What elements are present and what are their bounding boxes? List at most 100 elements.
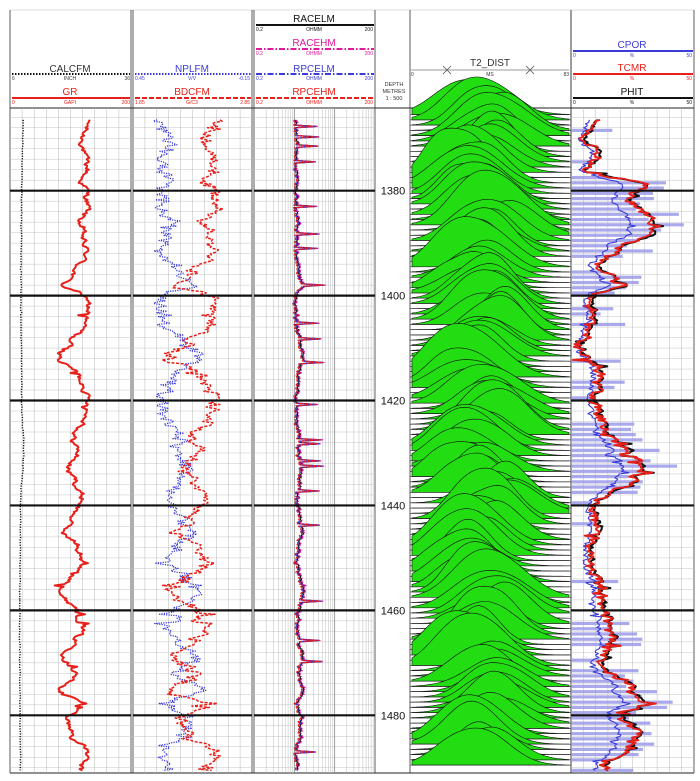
rpcehm-max: 200 <box>365 100 374 106</box>
track-grids <box>10 108 694 773</box>
bdcfm-label: BDCFM <box>174 87 210 98</box>
porosity-fill-bar <box>572 705 668 710</box>
porosity-fill-bar <box>572 270 602 274</box>
porosity-fill-bar <box>572 474 629 479</box>
nplfm-max: -0.15 <box>239 76 251 82</box>
porosity-fill-bar <box>572 737 637 741</box>
t2-dist-unit: MS <box>486 72 494 78</box>
rpcelm-max: 200 <box>365 76 374 82</box>
bdcfm-min: 1.85 <box>135 100 145 106</box>
porosity-fill-bar <box>572 679 634 683</box>
t2-marker-x-1 <box>525 65 535 75</box>
track-frames <box>9 9 695 774</box>
porosity-fill-bar <box>572 522 600 526</box>
header-scale-lines <box>12 24 693 99</box>
phit-label: PHIT <box>621 87 644 98</box>
t2-marker-x-0 <box>442 65 452 75</box>
porosity-fill-bar <box>572 422 635 426</box>
depth-unit: METRES <box>383 89 406 95</box>
porosity-fill-bar <box>572 469 641 473</box>
porosity-fill-bar <box>572 286 626 290</box>
log-header: CALCFM INCH 6 36 GR GAPI 0 200 NPLFM V/V… <box>12 14 692 106</box>
depth-label: 1400 <box>381 291 405 303</box>
depth-label: 1440 <box>381 500 405 512</box>
porosity-fill-bar <box>572 275 642 279</box>
porosity-fill-bar <box>572 186 664 190</box>
rpcelm-min: 0.2 <box>256 76 263 82</box>
nplfm-curve <box>152 119 207 772</box>
porosity-fill-bar <box>572 233 654 237</box>
racehm-max: 200 <box>365 51 374 57</box>
depth-label: 1420 <box>381 396 405 408</box>
racelm-label: RACELM <box>293 14 335 25</box>
depth-label: 1480 <box>381 710 405 722</box>
bdcfm-max: 2.85 <box>240 100 250 106</box>
cpor-min: 0 <box>573 53 576 59</box>
porosity-fill-bar <box>572 291 615 295</box>
racelm-unit: OHMM <box>306 27 322 33</box>
gr-curve <box>53 119 92 772</box>
racelm-min: 0.2 <box>256 27 263 33</box>
depth-labels: 1380 1400 1420 1440 1460 1480 <box>381 186 405 723</box>
gr-unit: GAPI <box>64 100 76 106</box>
porosity-fill-bar <box>572 191 654 195</box>
tcmr-curve <box>571 119 662 772</box>
bdcfm-unit: G/C3 <box>186 100 198 106</box>
porosity-fill-bar <box>572 716 630 720</box>
nplfm-label: NPLFM <box>175 64 209 75</box>
depth-scale: 1 : 500 <box>386 96 403 102</box>
calcfm-label: CALCFM <box>49 64 90 75</box>
porosity-fill-bar <box>572 627 614 631</box>
porosity-fill-bar <box>572 758 612 762</box>
t2-dist-max: 83 <box>563 72 569 78</box>
porosity-fill-bar <box>572 427 631 431</box>
t2-waveform <box>411 612 570 666</box>
racehm-unit: OHMM <box>306 51 322 57</box>
t2-waveform <box>411 700 569 745</box>
calcfm-max: 36 <box>124 76 130 82</box>
porosity-fill-bar <box>572 674 625 678</box>
gr-max: 200 <box>122 100 131 106</box>
major-depth-lines <box>10 189 694 717</box>
porosity-fill-bar <box>572 695 643 699</box>
porosity-fill-bar <box>572 217 649 222</box>
porosity-fill-bar <box>572 396 593 400</box>
porosity-fill-bar <box>572 637 643 641</box>
porosity-fill-bar <box>572 501 593 505</box>
porosity-fill-bar <box>572 747 644 751</box>
cpor-unit: % <box>630 53 635 59</box>
depth-label: 1460 <box>381 605 405 617</box>
porosity-fill-bar <box>572 768 634 772</box>
porosity-fill-bar <box>572 212 679 216</box>
porosity-fill-bar <box>572 438 643 442</box>
tcmr-unit: % <box>630 76 635 82</box>
rpcehm-label: RPCEHM <box>292 87 335 98</box>
tcmr-min: 0 <box>573 76 576 82</box>
porosity-fill-bar <box>572 160 592 164</box>
porosity-fill-bar <box>572 632 638 636</box>
porosity-fill-bar <box>572 711 637 715</box>
tcmr-label: TCMR <box>618 63 647 74</box>
cpor-label: CPOR <box>618 40 647 51</box>
phit-unit: % <box>630 100 635 106</box>
depth-label: 1380 <box>381 186 405 198</box>
gr-min: 0 <box>12 100 15 106</box>
racehm-min: 0.2 <box>256 51 263 57</box>
phit-max: 50 <box>686 100 692 106</box>
porosity-fill-bar <box>572 753 639 757</box>
porosity-fill-bar <box>572 228 661 232</box>
cpor-max: 50 <box>686 53 692 59</box>
porosity-fill-bar <box>572 312 601 316</box>
rpcehm-curve <box>292 119 323 771</box>
porosity-fill-bar <box>572 690 657 694</box>
rpcelm-unit: OHMM <box>306 76 322 82</box>
rpcehm-unit: OHMM <box>306 100 322 106</box>
calcfm-unit: INCH <box>64 76 77 82</box>
cpor-curve <box>573 119 636 771</box>
porosity-fill-bar <box>572 454 626 458</box>
porosity-fill-bar <box>572 249 653 253</box>
porosity-fill-bar <box>572 726 640 731</box>
porosity-fill-bar <box>572 621 630 626</box>
gr-label: GR <box>63 87 78 98</box>
t2-distribution-track <box>410 76 571 766</box>
